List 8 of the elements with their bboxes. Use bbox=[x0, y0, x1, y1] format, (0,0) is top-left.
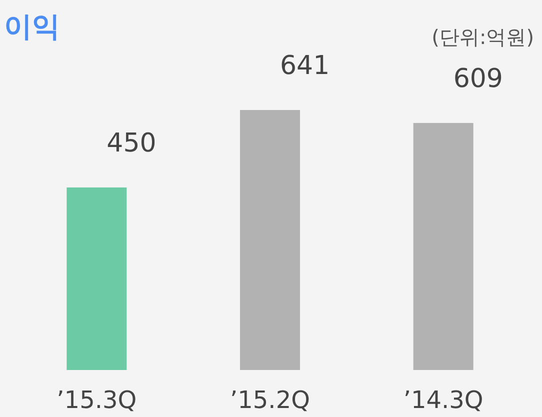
chart-title: 이익 bbox=[4, 10, 60, 43]
x-tick-label: ’14.3Q bbox=[403, 386, 484, 414]
data-label: 609 bbox=[453, 64, 503, 94]
x-tick-label: ’15.3Q bbox=[56, 386, 137, 414]
x-tick-label: ’15.2Q bbox=[230, 386, 310, 414]
data-label: 641 bbox=[280, 51, 330, 81]
text: (단위:억원) bbox=[432, 25, 534, 49]
data-label: 450 bbox=[106, 128, 156, 158]
